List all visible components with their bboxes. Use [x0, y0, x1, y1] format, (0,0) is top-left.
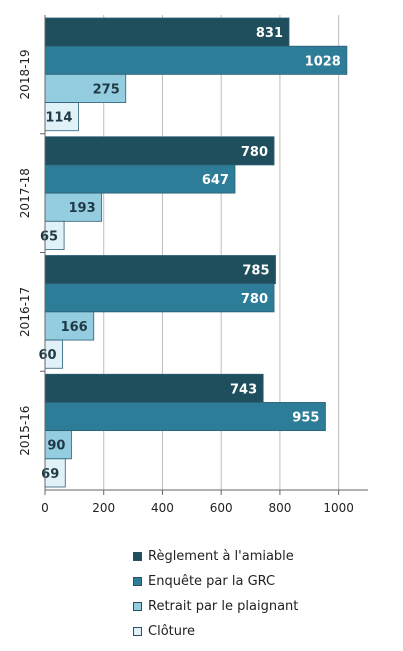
bar [44, 283, 275, 313]
axes: 2018-19 2017-18 2016-17 2015-16 0 200 400 600 80… [18, 15, 368, 515]
data-label: 647 [202, 173, 229, 188]
data-label: 193 [69, 201, 96, 216]
data-label: 785 [242, 264, 269, 279]
data-label: 955 [292, 411, 319, 426]
bar [44, 164, 236, 194]
data-label: 90 [47, 439, 65, 454]
data-labels: 831 1028 275 114 780 647 193 65 785 780 166 60 743 95… [39, 26, 341, 482]
bar [44, 45, 348, 75]
legend-label: Règlement à l'amiable [148, 549, 294, 564]
legend: Règlement à l'amiable Enquête par la GRC R… [133, 544, 298, 644]
bar-chart: 831 1028 275 114 780 647 193 65 785 780 166 60 743 95… [18, 15, 368, 515]
bar [44, 192, 103, 222]
data-label: 780 [241, 145, 268, 160]
x-tick-label: 0 [41, 501, 49, 515]
legend-label: Retrait par le plaignant [148, 599, 299, 614]
data-label: 831 [256, 26, 283, 41]
category-label: 2018-19 [18, 49, 32, 99]
legend-item: Clôture [133, 619, 298, 644]
bar [44, 402, 326, 432]
x-tick-label: 400 [151, 501, 174, 515]
bar [44, 255, 276, 285]
bar [44, 136, 275, 166]
legend-item: Enquête par la GRC [133, 569, 298, 594]
data-label: 166 [61, 320, 88, 335]
x-tick-label: 600 [210, 501, 233, 515]
category-label: 2016-17 [18, 287, 32, 337]
bar [44, 17, 290, 47]
bar [44, 373, 264, 403]
data-label: 114 [45, 111, 72, 126]
legend-swatch [133, 627, 142, 636]
legend-label: Enquête par la GRC [148, 574, 276, 589]
data-label: 275 [93, 82, 120, 97]
legend-swatch [133, 602, 142, 611]
data-label: 780 [241, 292, 268, 307]
legend-label: Clôture [148, 624, 196, 639]
x-tick-label: 200 [92, 501, 115, 515]
data-label: 65 [40, 229, 58, 244]
bar [44, 73, 127, 103]
bar [44, 311, 95, 341]
category-label: 2017-18 [18, 168, 32, 218]
legend-item: Règlement à l'amiable [133, 544, 298, 569]
x-tick-label: 800 [268, 501, 291, 515]
bar [44, 102, 79, 132]
legend-item: Retrait par le plaignant [133, 594, 298, 619]
legend-swatch [133, 577, 142, 586]
data-label: 69 [41, 467, 59, 482]
data-label: 743 [230, 382, 257, 397]
legend-swatch [133, 552, 142, 561]
x-tick-label: 1000 [323, 501, 354, 515]
data-label: 1028 [305, 54, 341, 69]
data-label: 60 [39, 348, 57, 363]
category-label: 2015-16 [18, 406, 32, 456]
bar [44, 430, 72, 460]
